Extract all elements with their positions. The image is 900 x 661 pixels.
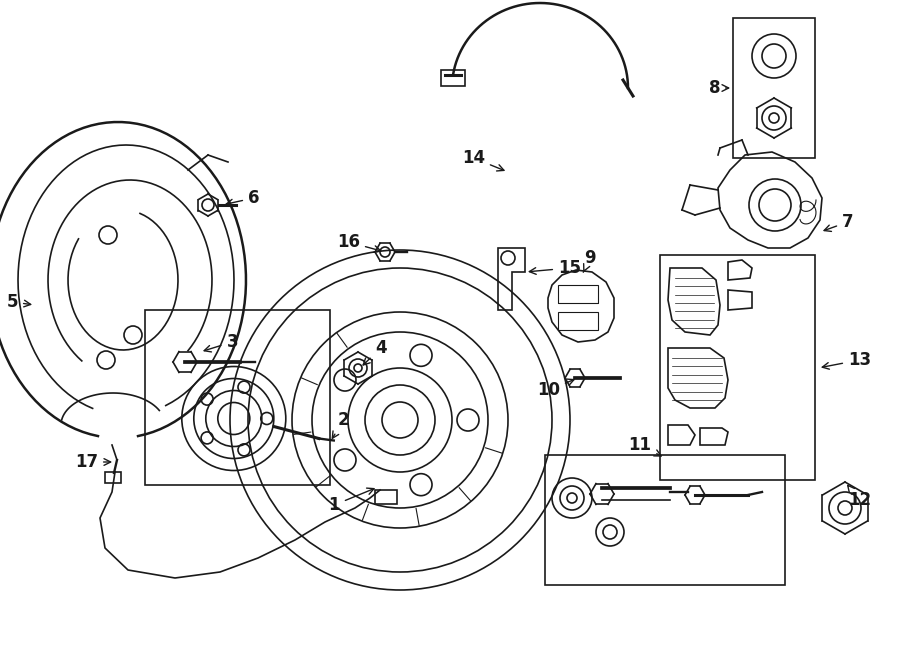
Text: 5: 5 [6,293,31,311]
Text: 15: 15 [529,259,581,277]
Text: 8: 8 [708,79,729,97]
Bar [545,455,785,585]
Text: 10: 10 [537,379,574,399]
Text: 9: 9 [583,249,596,272]
Bar [145,310,330,485]
Bar [375,490,397,504]
Bar [441,69,465,86]
Text: 12: 12 [848,485,871,509]
Text: 16: 16 [337,233,381,253]
Bar [733,18,815,158]
Text: 2: 2 [332,411,349,438]
Text: 14: 14 [462,149,504,171]
Text: 17: 17 [75,453,111,471]
Bar [105,472,121,483]
Text: 3: 3 [204,333,238,352]
Text: 13: 13 [823,351,871,369]
Text: 4: 4 [363,339,387,365]
Text: 11: 11 [628,436,662,456]
Text: 6: 6 [226,189,259,207]
Bar [558,285,598,303]
Text: 7: 7 [824,213,853,231]
Bar [558,312,598,330]
Text: 1: 1 [328,488,374,514]
Bar [660,255,815,480]
